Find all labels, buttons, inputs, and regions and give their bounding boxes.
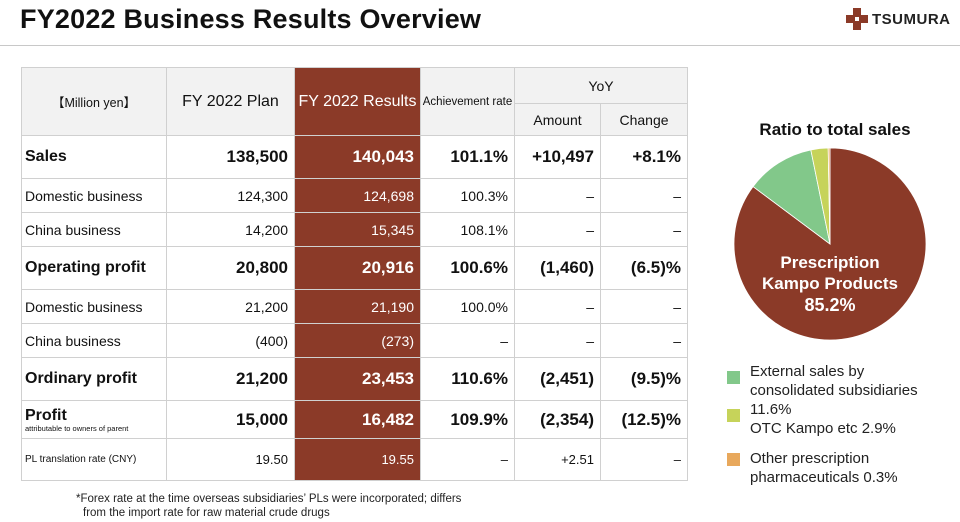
tsumura-logo: TSUMURA [846,6,951,32]
results-value: 19.55 [294,438,421,481]
yoy-change-value: (9.5)% [600,357,688,401]
plan-value: 21,200 [166,357,295,401]
change-header: Change [600,103,688,136]
table-row: China business 14,200 15,345 108.1% – – [21,212,688,247]
pie-main-label: Prescription Kampo Products 85.2% [733,252,927,316]
table-row: PL translation rate (CNY) 19.50 19.55 – … [21,438,688,481]
results-value: 15,345 [294,212,421,247]
yoy-change-value: – [600,178,688,213]
yoy-amount-value: (2,354) [514,400,601,439]
plan-value: 138,500 [166,135,295,179]
row-label: Ordinary profit [21,357,167,401]
page-title: FY2022 Business Results Overview [20,4,482,34]
table-row: Domestic business 21,200 21,190 100.0% –… [21,289,688,324]
title-divider [0,45,960,46]
unit-header: 【Million yen】 [21,67,167,136]
legend-text: External sales by [750,363,865,380]
yoy-amount-value: (2,451) [514,357,601,401]
pie-label-line-2: Kampo Products [761,274,899,293]
results-value: (273) [294,323,421,358]
footnote-line-1: *Forex rate at the time overseas subsidi… [76,493,462,505]
yoy-amount-value: – [514,323,601,358]
legend-swatch-green [727,371,740,384]
legend-text: consolidated subsidiaries [750,382,918,399]
legend-text: Other prescription [750,450,870,467]
achievement-value: 101.1% [420,135,515,179]
profit-sublabel: attributable to owners of parent [25,423,129,433]
pie-slice-other-prescription-pharmaceuticals [827,147,831,245]
footnote-line-2: from the import rate for raw material cr… [83,507,330,519]
yoy-amount-value: (1,460) [514,246,601,290]
yoy-change-value: – [600,323,688,358]
ratio-chart-title: Ratio to total sales [759,120,911,139]
plan-value: 19.50 [166,438,295,481]
row-label: China business [21,323,167,358]
table-row: Domestic business 124,300 124,698 100.3%… [21,178,688,213]
forex-footnote: *Forex rate at the time overseas subsidi… [76,492,461,520]
plan-header: FY 2022 Plan [166,67,295,136]
yoy-change-value: – [600,289,688,324]
yoy-header: YoY [514,67,688,104]
row-label: Sales [21,135,167,179]
results-table: 【Million yen】 FY 2022 Plan FY 2022 Resul… [21,67,688,481]
achievement-header: Achievement rate [420,67,515,136]
yoy-change-value: – [600,212,688,247]
row-label: Domestic business [21,178,167,213]
achievement-value: – [420,323,515,358]
pie-slice-external-sales-by-consolidated-subsidiaries [752,149,831,245]
row-label: Operating profit [21,246,167,290]
legend-text: OTC Kampo etc 2.9% [750,420,896,437]
plan-value: 14,200 [166,212,295,247]
yoy-change-value: (12.5)% [600,400,688,439]
row-label: Profit attributable to owners of parent [21,400,167,439]
results-value: 23,453 [294,357,421,401]
results-value: 20,916 [294,246,421,290]
profit-label: Profit [25,406,67,424]
table-row: Ordinary profit 21,200 23,453 110.6% (2,… [21,357,688,401]
row-label: China business [21,212,167,247]
logo-text: TSUMURA [872,10,951,28]
table-row: China business (400) (273) – – – [21,323,688,358]
yoy-amount-value: +10,497 [514,135,601,179]
legend-swatch-yellow-green [727,409,740,422]
yoy-amount-value: – [514,289,601,324]
amount-header: Amount [514,103,601,136]
row-label: Domestic business [21,289,167,324]
achievement-value: 100.6% [420,246,515,290]
results-value: 124,698 [294,178,421,213]
legend-text: 11.6% [750,401,792,418]
results-header: FY 2022 Results [294,67,421,136]
legend-text: pharmaceuticals 0.3% [750,469,898,486]
pie-label-line-1: Prescription [780,253,880,272]
achievement-value: – [420,438,515,481]
plan-value: 20,800 [166,246,295,290]
table-row: Operating profit 20,800 20,916 100.6% (1… [21,246,688,290]
achievement-value: 100.0% [420,289,515,324]
achievement-value: 110.6% [420,357,515,401]
plan-value: (400) [166,323,295,358]
ratio-pie-chart [733,147,927,341]
table-row: Sales 138,500 140,043 101.1% +10,497 +8.… [21,135,688,179]
pie-label-value: 85.2% [804,295,856,315]
table-row: Profit attributable to owners of parent … [21,400,688,439]
plan-value: 15,000 [166,400,295,439]
row-label: PL translation rate (CNY) [21,438,167,481]
achievement-value: 108.1% [420,212,515,247]
achievement-value: 109.9% [420,400,515,439]
results-value: 16,482 [294,400,421,439]
yoy-amount-value: – [514,178,601,213]
yoy-change-value: +8.1% [600,135,688,179]
results-value: 140,043 [294,135,421,179]
yoy-amount-value: – [514,212,601,247]
tsumura-cross-icon [846,8,868,30]
achievement-value: 100.3% [420,178,515,213]
yoy-change-value: – [600,438,688,481]
legend-swatch-orange [727,453,740,466]
plan-value: 124,300 [166,178,295,213]
yoy-amount-value: +2.51 [514,438,601,481]
results-value: 21,190 [294,289,421,324]
yoy-change-value: (6.5)% [600,246,688,290]
plan-value: 21,200 [166,289,295,324]
